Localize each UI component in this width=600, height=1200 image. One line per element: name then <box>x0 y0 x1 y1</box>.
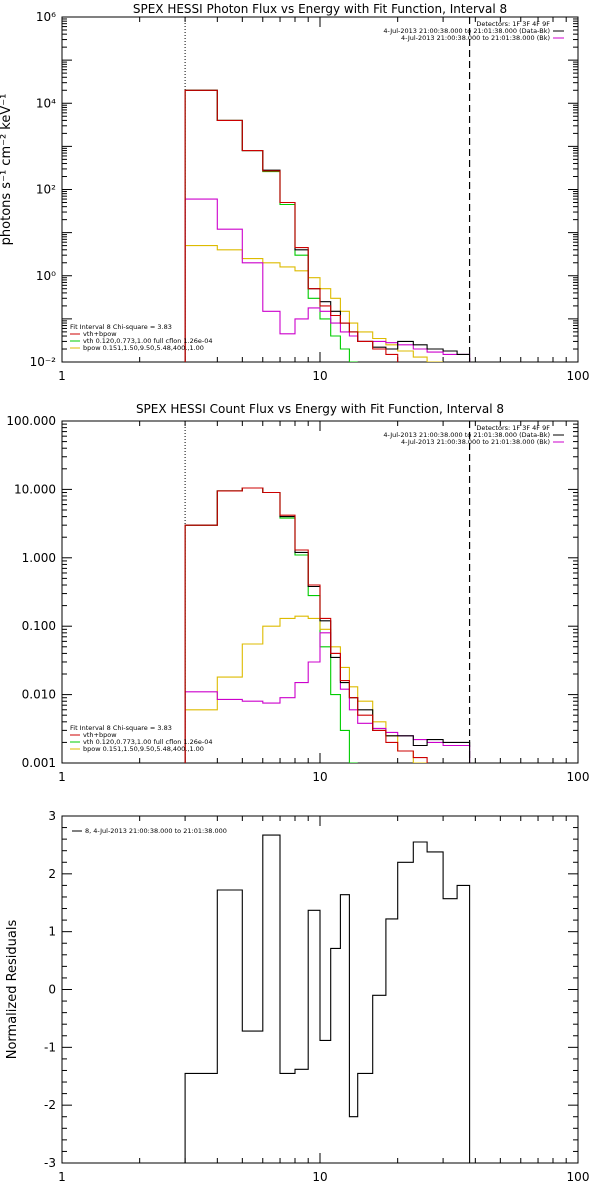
legend-entry: bpow 0.151,1.50,9.50,5.48,400.,1.00 <box>83 344 204 352</box>
fit-info-label: Fit Interval 8 Chi-square = 3.83 <box>70 323 172 331</box>
series-fit_total <box>184 487 428 763</box>
legend-entry: vth 0.120,0.773,1.00 full cflon 1.26e-04 <box>83 337 212 345</box>
series-bpow <box>184 615 428 763</box>
series-vth <box>184 89 358 362</box>
y-tick-label: 10² <box>36 183 56 197</box>
y-tick-label: 10⁻² <box>30 355 57 369</box>
x-tick-label: 100 <box>567 770 590 784</box>
y-tick-label: -1 <box>44 1040 56 1054</box>
x-tick-label: 1 <box>58 369 66 383</box>
y-tick-label: 2 <box>48 867 56 881</box>
y-axis-label: Normalized Residuals <box>5 920 20 1060</box>
y-tick-label: 100.000 <box>6 414 56 428</box>
legend-entry: 4-Jul-2013 21:00:38.000 to 21:01:38.000 … <box>383 27 550 35</box>
y-tick-label: 10.000 <box>14 482 56 496</box>
y-tick-label: 10⁴ <box>36 96 56 110</box>
legend-entry: 4-Jul-2013 21:00:38.000 to 21:01:38.000 … <box>401 34 550 42</box>
y-tick-label: 0.100 <box>22 619 56 633</box>
chart-panel-3: 1 10 100 -3 -2 -1 0 1 2 3 Normalized Residuals 8, 4… <box>5 809 589 1184</box>
legend-entry: 4-Jul-2013 21:00:38.000 to 21:01:38.000 … <box>383 431 550 439</box>
chart-panel-1: SPEX HESSI Photon Flux vs Energy with Fi… <box>0 2 589 383</box>
legend-entry: bpow 0.151,1.50,9.50,5.48,400.,1.00 <box>83 745 204 753</box>
series-data <box>184 89 471 362</box>
legend-entry: vth+bpow <box>83 731 117 739</box>
series-vth <box>184 487 358 763</box>
x-tick-label: 100 <box>567 1170 590 1184</box>
y-tick-label: 1 <box>48 925 56 939</box>
y-tick-label: 10⁶ <box>36 10 56 24</box>
chart-title: SPEX HESSI Photon Flux vs Energy with Fi… <box>133 2 507 16</box>
y-tick-label: 0.010 <box>22 688 56 702</box>
fit-info-label: Fit Interval 8 Chi-square = 3.83 <box>70 724 172 732</box>
legend-entry: vth+bpow <box>83 330 117 338</box>
legend-entry: 4-Jul-2013 21:00:38.000 to 21:01:38.000 … <box>401 438 550 446</box>
y-tick-label: 1.000 <box>22 551 56 565</box>
series-fit_total <box>184 89 399 362</box>
series-background <box>184 198 471 362</box>
detectors-label: Detectors: 1F 3F 4F 9F <box>476 20 550 28</box>
y-axis-label: photons s⁻¹ cm⁻² keV⁻¹ <box>0 94 14 246</box>
x-tick-label: 1 <box>58 770 66 784</box>
legend-entry: 8, 4-Jul-2013 21:00:38.000 to 21:01:38.0… <box>85 827 227 835</box>
detectors-label: Detectors: 1F 3F 4F 9F <box>476 424 550 432</box>
series-data <box>184 487 471 763</box>
legend-entry: vth 0.120,0.773,1.00 full cflon 1.26e-04 <box>83 738 212 746</box>
y-tick-label: 3 <box>48 809 56 823</box>
x-tick-label: 100 <box>567 369 590 383</box>
y-tick-label: 10⁰ <box>36 269 56 283</box>
y-tick-label: -3 <box>44 1156 56 1170</box>
y-tick-label: 0.001 <box>22 756 56 770</box>
series-residual <box>184 834 471 1163</box>
chart-title: SPEX HESSI Count Flux vs Energy with Fit… <box>136 402 504 416</box>
chart-panel-2: SPEX HESSI Count Flux vs Energy with Fit… <box>6 402 589 784</box>
x-tick-label: 10 <box>312 369 327 383</box>
x-tick-label: 10 <box>312 1170 327 1184</box>
y-tick-label: 0 <box>48 983 56 997</box>
x-tick-label: 10 <box>312 770 327 784</box>
series-background <box>184 632 471 763</box>
x-tick-label: 1 <box>58 1170 66 1184</box>
y-tick-label: -2 <box>44 1098 56 1112</box>
